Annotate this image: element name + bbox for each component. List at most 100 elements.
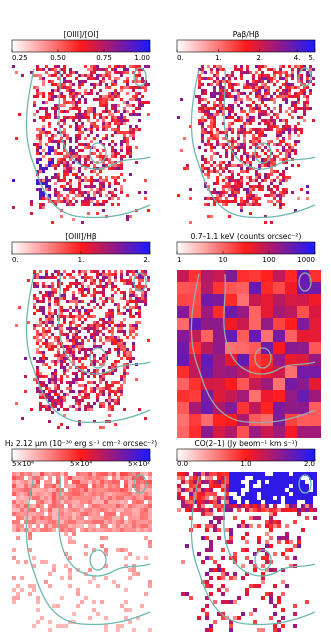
map-pixel — [253, 620, 257, 624]
map-pixel — [108, 315, 111, 318]
map-pixel — [243, 143, 246, 146]
map-pixel — [138, 279, 141, 282]
map-pixel — [69, 95, 72, 98]
map-pixel — [96, 149, 99, 152]
map-pixel — [209, 488, 213, 492]
map-pixel — [108, 339, 111, 342]
map-pixel — [129, 113, 132, 116]
map-pixel — [195, 95, 198, 98]
map-pixel — [81, 399, 84, 402]
map-pixel — [36, 74, 39, 77]
map-pixel — [225, 143, 228, 146]
map-pixel — [63, 98, 66, 101]
map-pixel — [78, 348, 81, 351]
map-pixel — [72, 339, 75, 342]
map-pixel — [240, 128, 243, 131]
map-pixel — [269, 476, 273, 480]
map-pixel — [270, 191, 273, 194]
map-pixel — [48, 291, 51, 294]
map-pixel — [252, 137, 255, 140]
map-pixel — [120, 131, 123, 134]
map-pixel — [78, 131, 81, 134]
map-pixel — [269, 600, 273, 604]
map-pixel — [72, 333, 75, 336]
map-pixel — [72, 396, 75, 399]
map-pixel — [16, 472, 20, 476]
map-pixel — [240, 185, 243, 188]
map-pixel — [213, 524, 217, 528]
map-pixel — [27, 321, 30, 324]
map-pixel — [229, 600, 233, 604]
map-pixel — [201, 125, 204, 128]
map-pixel — [129, 309, 132, 312]
map-pixel — [234, 95, 237, 98]
map-pixel — [240, 197, 243, 200]
map-pixel — [277, 628, 281, 632]
map-pixel — [132, 345, 135, 348]
map-pixel — [92, 492, 96, 496]
map-pixel — [270, 188, 273, 191]
map-pixel — [108, 185, 111, 188]
map-pixel — [63, 161, 66, 164]
map-pixel — [108, 98, 111, 101]
map-pixel — [16, 592, 20, 596]
map-pixel — [99, 101, 102, 104]
map-pixel — [273, 512, 277, 516]
map-pixel — [63, 134, 66, 137]
map-pixel — [42, 375, 45, 378]
map-pixel — [270, 77, 273, 80]
map-pixel — [288, 95, 291, 98]
map-pixel — [285, 119, 288, 122]
map-pixel — [96, 472, 100, 476]
map-pixel — [148, 488, 152, 492]
map-pixel — [105, 107, 108, 110]
map-pixel — [294, 107, 297, 110]
map-pixel — [140, 524, 144, 528]
map-pixel — [52, 496, 56, 500]
map-pixel — [279, 86, 282, 89]
map-pixel — [246, 182, 249, 185]
map-pixel — [117, 203, 120, 206]
map-pixel — [249, 318, 261, 330]
map-pixel — [39, 203, 42, 206]
map-pixel — [132, 110, 135, 113]
map-pixel — [265, 540, 269, 544]
map-pixel — [124, 600, 128, 604]
map-pixel — [93, 330, 96, 333]
map-pixel — [75, 77, 78, 80]
map-pixel — [285, 366, 297, 378]
map-pixel — [216, 179, 219, 182]
map-pixel — [180, 149, 183, 152]
map-pixel — [24, 496, 28, 500]
map-pixel — [92, 500, 96, 504]
map-pixel — [221, 572, 225, 576]
map-pixel — [72, 532, 76, 536]
map-pixel — [54, 372, 57, 375]
map-pixel — [306, 77, 309, 80]
map-pixel — [293, 624, 297, 628]
map-pixel — [87, 348, 90, 351]
map-pixel — [193, 472, 197, 476]
map-pixel — [93, 327, 96, 330]
map-pixel — [39, 143, 42, 146]
map-pixel — [181, 472, 185, 476]
map — [177, 65, 315, 224]
map-pixel — [132, 500, 136, 504]
map-pixel — [99, 95, 102, 98]
map-pixel — [16, 516, 20, 520]
map-pixel — [102, 128, 105, 131]
map-pixel — [128, 512, 132, 516]
map-pixel — [60, 596, 64, 600]
map-pixel — [285, 152, 288, 155]
map-pixel — [269, 616, 273, 620]
map-pixel — [39, 167, 42, 170]
map-pixel — [231, 95, 234, 98]
map-pixel — [257, 508, 261, 512]
map-pixel — [108, 396, 111, 399]
map-pixel — [144, 294, 147, 297]
map-pixel — [92, 516, 96, 520]
map-pixel — [32, 472, 36, 476]
map-pixel — [48, 345, 51, 348]
map-pixel — [144, 516, 148, 520]
map-pixel — [294, 104, 297, 107]
